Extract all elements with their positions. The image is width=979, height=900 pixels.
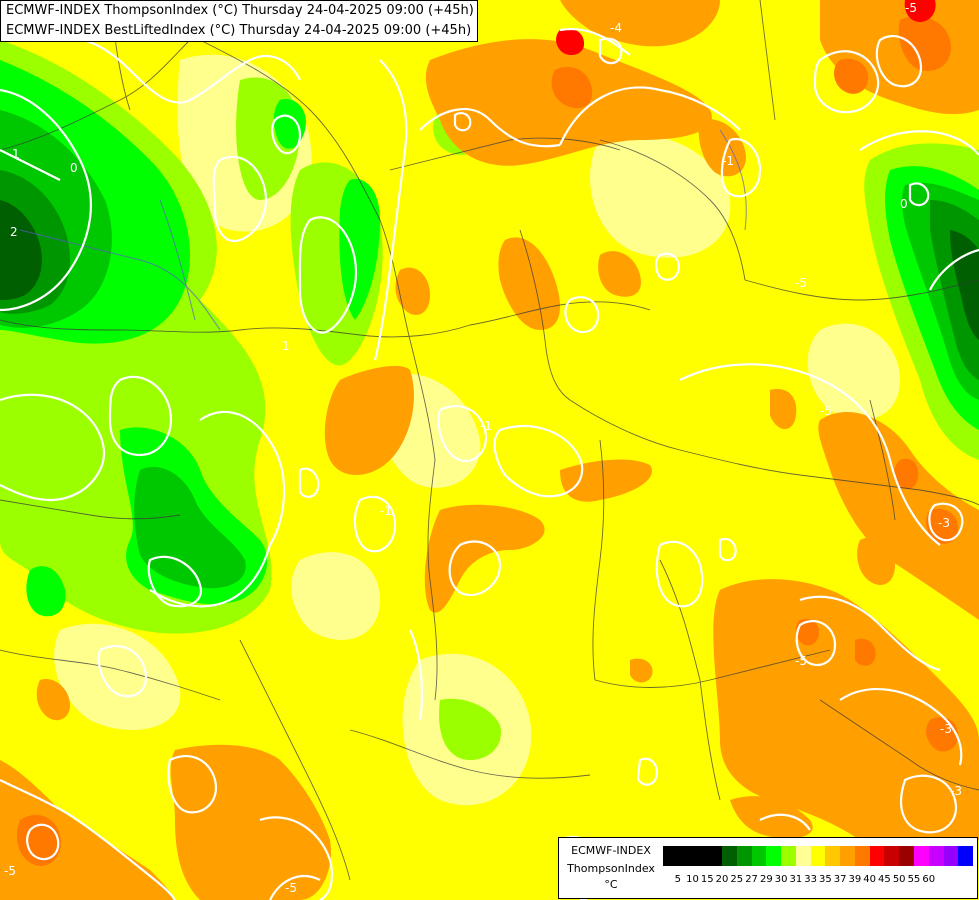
legend-tick: 39 — [848, 874, 862, 885]
legend-swatch — [914, 846, 929, 866]
legend-parameter: ThompsonIndex — [567, 862, 655, 875]
legend-swatch — [840, 846, 855, 866]
legend-swatch — [707, 846, 723, 866]
title-line-lifted: ECMWF-INDEX BestLiftedIndex (°C) Thursda… — [6, 23, 472, 38]
contour-label: -5 — [4, 864, 16, 878]
field-darkest-green — [0, 200, 979, 340]
legend-tick: 15 — [700, 874, 714, 885]
legend-tick: 33 — [804, 874, 817, 885]
contour-label: -5 — [905, 1, 917, 15]
legend-model: ECMWF-INDEX — [571, 844, 651, 857]
contour-label: 1 — [282, 339, 290, 353]
contour-label: -1 — [380, 504, 392, 518]
legend-swatch — [766, 846, 782, 866]
legend-swatch — [869, 846, 885, 866]
contour-label: -5 — [285, 881, 297, 895]
contour-label: 1 — [12, 147, 20, 161]
legend-tick: 20 — [715, 874, 729, 885]
rivers — [19, 129, 747, 331]
legend-tick: 10 — [686, 874, 699, 885]
title-line-thompson: ECMWF-INDEX ThompsonIndex (°C) Thursday … — [6, 3, 474, 18]
contour-label: -1 — [480, 419, 492, 433]
legend-swatch — [751, 846, 767, 866]
legend-swatch — [928, 846, 944, 866]
legend-tick: 40 — [863, 874, 877, 885]
lifted-index-contours — [0, 27, 979, 900]
legend-tick: 27 — [745, 874, 758, 885]
legend-tick: 29 — [759, 874, 773, 885]
legend-swatch — [781, 846, 796, 866]
legend-tick: 50 — [892, 874, 906, 885]
legend-swatch — [810, 846, 826, 866]
map-title-box: ECMWF-INDEX ThompsonIndex (°C) Thursday … — [0, 0, 478, 42]
contour-label: -5 — [795, 654, 807, 668]
legend-tick: 30 — [774, 874, 788, 885]
legend-tick: 37 — [833, 874, 847, 885]
contour-label: -3 — [950, 784, 962, 798]
legend-unit: °C — [604, 878, 618, 891]
legend-swatch — [722, 846, 737, 866]
legend-tick: 55 — [907, 874, 921, 885]
legend-swatch — [663, 846, 678, 866]
contour-label: -5 — [820, 404, 832, 418]
legend-color-scale — [663, 846, 974, 866]
contour-label: -3 — [938, 516, 950, 530]
contour-label: 0 — [900, 197, 908, 211]
legend-swatch — [884, 846, 900, 866]
legend-swatch — [795, 846, 811, 866]
contour-label: 0 — [70, 161, 78, 175]
contour-label: -5 — [795, 276, 807, 290]
legend-swatch — [854, 846, 870, 866]
legend-tick-labels: 5 10 15 20 25 27 29 30 31 33 35 37 39 40 45 50 55 60 — [663, 874, 973, 888]
legend-swatch — [677, 846, 693, 866]
contour-label: 2 — [10, 225, 18, 239]
legend-swatch — [825, 846, 841, 866]
legend-swatch — [943, 846, 959, 866]
legend-tick: 25 — [730, 874, 744, 885]
field-red — [556, 0, 936, 56]
legend-swatch — [899, 846, 915, 866]
legend-tick: 35 — [819, 874, 832, 885]
contour-label: -3 — [940, 722, 952, 736]
legend-tick: 60 — [922, 874, 936, 885]
contour-label: -1 — [722, 154, 734, 168]
legend-swatch — [736, 846, 752, 866]
legend-swatch — [958, 846, 974, 866]
legend-tick: 5 — [674, 874, 681, 885]
legend-tick: 31 — [789, 874, 803, 885]
contour-label: -4 — [610, 21, 622, 35]
legend-tick: 45 — [878, 874, 891, 885]
contour-labels: 1 0 2 1 -1 -5 -5 -5 -3 -5 -3 -5 -5 -3 0 … — [4, 1, 962, 895]
color-legend: ECMWF-INDEX ThompsonIndex °C 5 10 15 20 25 27… — [558, 837, 978, 899]
legend-swatch — [692, 846, 708, 866]
